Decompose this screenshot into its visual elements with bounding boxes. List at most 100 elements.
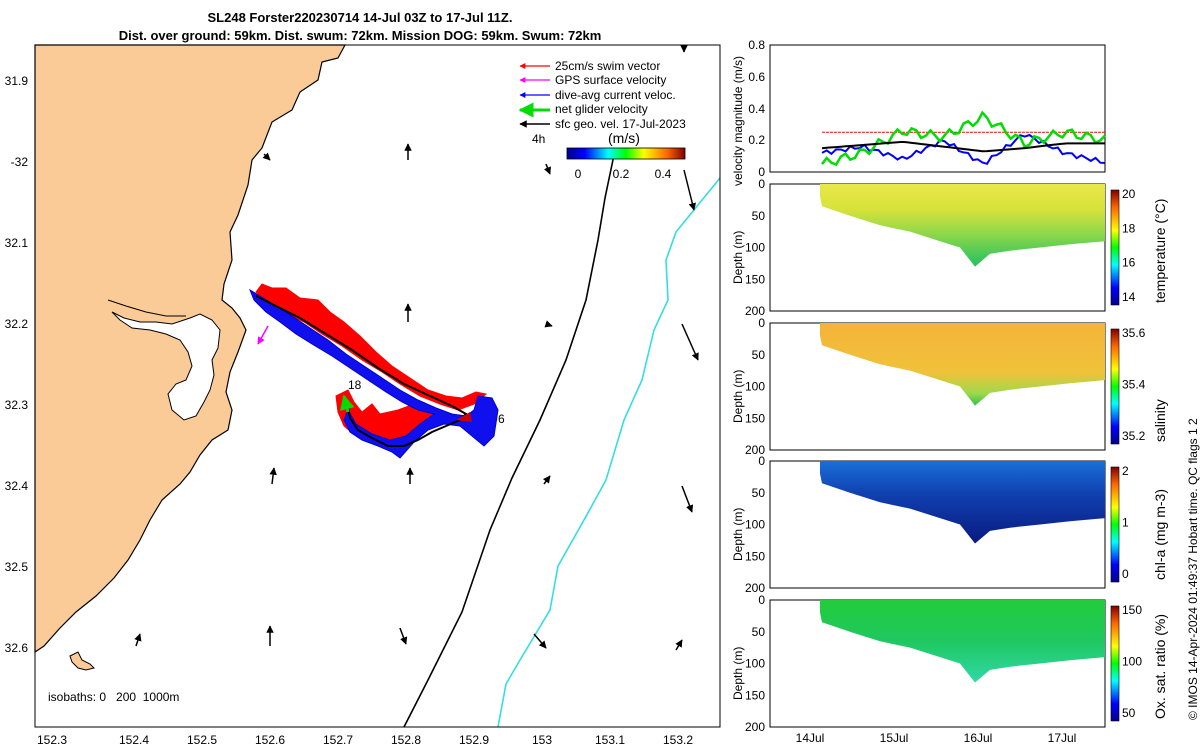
end-marker [456, 412, 472, 422]
colorbar-tick: 35.6 [1122, 326, 1146, 340]
depth-tick: 200 [745, 304, 765, 318]
velocity-ytick: 0.8 [748, 38, 765, 52]
section-data-field [820, 600, 1105, 683]
velocity-series [821, 110, 1106, 167]
dive-avg-current [248, 288, 499, 459]
sfc-geo-velocity-arrows [134, 45, 699, 651]
date-tick: 17Jul [1048, 731, 1077, 745]
section-panel-chla: 0 50 100 150 200 Depth (m) 0 1 2 chl-a (mg m-3) [731, 454, 1168, 595]
colorbar [1110, 328, 1120, 445]
section-data-field [820, 461, 1105, 544]
lon-tick: 152.8 [391, 733, 421, 747]
colorbar-tick: 1 [1122, 516, 1129, 530]
chart-title-line2: Dist. over ground: 59km. Dist. swum: 72k… [118, 28, 602, 43]
colorbar-tick: 35.2 [1122, 429, 1146, 443]
velocity-axes [769, 44, 1106, 173]
legend-label: net glider velocity [555, 102, 648, 116]
colorbar-tick: 14 [1122, 290, 1136, 304]
depth-tick: 0 [758, 177, 765, 191]
depth-tick: 0 [758, 593, 765, 607]
colorbar-tick: 18 [1122, 221, 1136, 235]
depth-axis-label: Depth (m) [731, 370, 745, 423]
lon-tick: 152.4 [119, 733, 149, 747]
velocity-ytick: 0.2 [748, 133, 765, 147]
date-ticks: 14Jul 15Jul 16Jul 17Jul [796, 731, 1077, 745]
depth-axis-label: Depth (m) [731, 231, 745, 284]
lat-tick: 32.4 [5, 479, 29, 493]
colorbar-tick: 150 [1122, 603, 1142, 617]
depth-axis-label: Depth (m) [731, 508, 745, 561]
legend-label: sfc geo. vel. 17-Jul-2023 [555, 117, 686, 131]
date-tick: 16Jul [964, 731, 993, 745]
colorbar-tick: 20 [1122, 187, 1136, 201]
colorbar-unit: (m/s) [608, 130, 640, 146]
colorbar-label: chl-a (mg m-3) [1152, 489, 1168, 580]
depth-tick: 150 [745, 549, 765, 563]
lon-tick: 152.7 [323, 733, 353, 747]
lat-tick: 32.3 [5, 398, 29, 412]
time-label: 4h [532, 132, 545, 146]
isobath-200m [403, 154, 615, 728]
isobaths-label: isobaths: 0 200 1000m [48, 690, 179, 704]
lat-tick: -32 [11, 155, 29, 169]
speed-colorbar [566, 147, 686, 160]
date-tick: 14Jul [796, 731, 825, 745]
depth-tick: 50 [752, 348, 766, 362]
velocity-panel: 0 0.2 0.4 0.6 0.8 velocity magnitude (m/… [731, 38, 1106, 186]
series-line-2 [821, 133, 1106, 165]
depth-tick: 50 [752, 486, 766, 500]
colorbar-tick: 0.2 [613, 167, 630, 181]
point-label-18: 18 [348, 378, 362, 392]
map-lon-ticks: 152.3 152.4 152.5 152.6 152.7 152.8 152.… [37, 733, 693, 747]
river-channel [107, 299, 186, 317]
gps-surface-velocity-arrow [257, 325, 269, 345]
date-tick: 15Jul [880, 731, 909, 745]
depth-tick: 150 [745, 272, 765, 286]
lon-tick: 153 [532, 733, 552, 747]
colorbar-tick: 50 [1122, 706, 1136, 720]
section-panel-oxygen: 0 50 100 150 200 Depth (m) 50 100 150 Ox. sat. ra… [731, 593, 1168, 734]
isobath-1000m [497, 177, 721, 728]
depth-tick: 150 [745, 411, 765, 425]
credit-text: © IMOS 14-Apr-2024 01:49:37 Hobart time.… [1186, 418, 1200, 720]
lat-tick: 32.1 [5, 236, 29, 250]
colorbar [1110, 466, 1120, 583]
small-island [69, 651, 95, 671]
depth-tick: 100 [745, 657, 765, 671]
depth-tick: 100 [745, 518, 765, 532]
lon-tick: 153.2 [663, 733, 693, 747]
section-panel-temperature: 0 50 100 150 200 Depth (m) 14 16 18 20 temperature… [731, 177, 1168, 318]
colorbar-label: salinity [1152, 399, 1168, 442]
depth-axis-label: Depth (m) [731, 647, 745, 700]
depth-tick: 0 [758, 316, 765, 330]
depth-tick: 0 [758, 454, 765, 468]
map-frame [34, 44, 721, 728]
colorbar-tick: 35.4 [1122, 378, 1146, 392]
lon-tick: 152.9 [459, 733, 489, 747]
section-data-field [820, 323, 1105, 406]
section-data-field [820, 184, 1105, 267]
colorbar-tick: 0 [575, 167, 582, 181]
colorbar-tick: 0.4 [655, 167, 672, 181]
legend-label: 25cm/s swim vector [555, 59, 660, 73]
legend-label: dive-avg current veloc. [555, 88, 676, 102]
map-legend: 25cm/s swim vector GPS surface velocity … [518, 59, 686, 181]
map-lat-ticks: 31.9 -32 32.1 32.2 32.3 32.4 32.5 32.6 [5, 74, 29, 655]
lon-tick: 152.5 [187, 733, 217, 747]
estuary-lake [111, 311, 221, 421]
series-line-4 [821, 140, 1105, 153]
velocity-ytick: 0 [758, 165, 765, 179]
colorbar-tick: 16 [1122, 256, 1136, 270]
colorbar [1110, 605, 1120, 722]
point-label-6: 6 [498, 412, 505, 426]
lon-tick: 152.3 [37, 733, 67, 747]
net-glider-velocity-arrow [339, 394, 355, 413]
depth-tick: 100 [745, 241, 765, 255]
lon-tick: 152.6 [255, 733, 285, 747]
velocity-ylabel: velocity magnitude (m/s) [731, 56, 745, 186]
lat-tick: 31.9 [5, 74, 29, 88]
lat-tick: 32.5 [5, 560, 29, 574]
lat-tick: 32.2 [5, 317, 29, 331]
